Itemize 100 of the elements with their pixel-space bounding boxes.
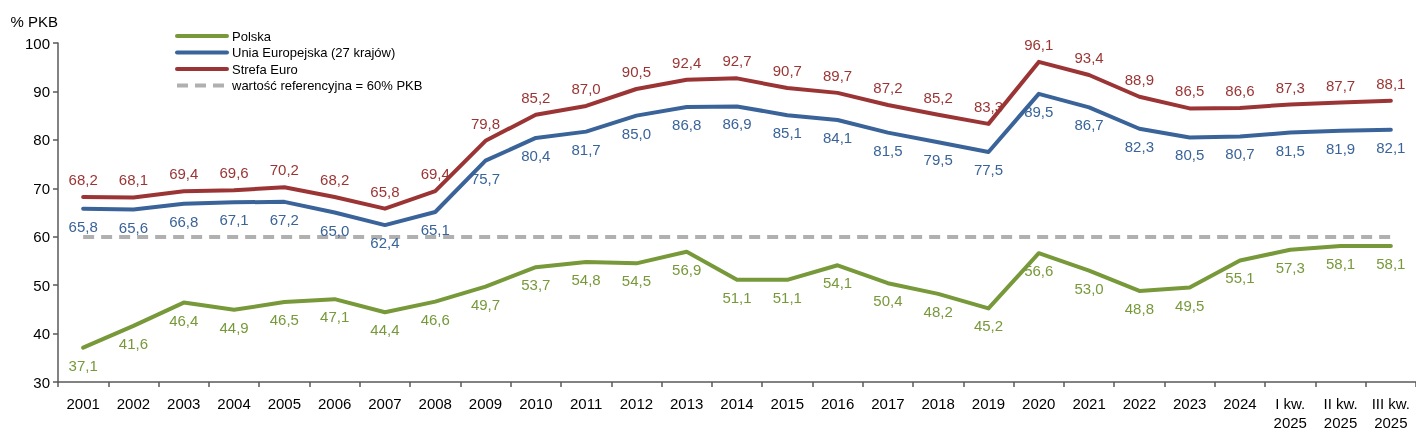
y-tick-label: 100 — [24, 34, 50, 52]
data-label: 93,4 — [1074, 48, 1104, 66]
data-label: 85,2 — [521, 88, 551, 106]
y-tick-label: 50 — [33, 276, 50, 294]
data-label: 67,2 — [269, 210, 299, 228]
x-tick-label: 2023 — [1172, 395, 1207, 412]
x-tick-label: 2018 — [921, 395, 955, 412]
x-tick-label: 2007 — [368, 395, 402, 412]
data-label: 65,1 — [420, 221, 450, 239]
data-label: 90,5 — [621, 63, 652, 81]
data-label: 65,0 — [320, 221, 350, 239]
x-tick-label: 2002 — [116, 395, 151, 412]
data-label: 90,7 — [772, 62, 802, 80]
data-label: 68,2 — [320, 171, 350, 188]
data-label: 67,1 — [219, 211, 249, 229]
x-tick-label: 2004 — [217, 395, 251, 412]
data-label: 82,1 — [1376, 138, 1406, 156]
data-label: 57,3 — [1275, 258, 1305, 276]
y-axis-title: % PKB — [10, 13, 58, 30]
x-tick-label: 2005 — [267, 395, 302, 412]
x-tick-label: 2001 — [66, 395, 100, 412]
data-label: 46,4 — [169, 311, 199, 329]
data-label: 86,9 — [722, 115, 752, 133]
x-tick-label: 2014 — [720, 395, 754, 412]
data-label: 68,2 — [68, 171, 98, 188]
x-tick-label: 2022 — [1122, 395, 1157, 412]
data-label: 54,1 — [822, 274, 853, 292]
data-label: 80,7 — [1225, 145, 1255, 163]
data-label: 69,4 — [169, 165, 199, 183]
y-tick-label: 70 — [33, 179, 50, 197]
data-label: 85,2 — [923, 88, 953, 106]
data-label: 75,7 — [470, 169, 501, 187]
data-label: 70,2 — [269, 161, 299, 179]
data-label: 47,1 — [320, 308, 350, 326]
data-label: 53,0 — [1074, 279, 1104, 297]
x-tick-label: 2021 — [1072, 395, 1106, 412]
data-label: 92,4 — [672, 53, 702, 71]
data-label: 65,6 — [118, 218, 149, 236]
data-label: 66,8 — [169, 212, 199, 230]
data-label: 96,1 — [1024, 35, 1054, 53]
data-label: 85,0 — [621, 124, 652, 142]
x-tick-label: 2013 — [670, 395, 704, 412]
data-label: 79,5 — [923, 151, 953, 169]
y-tick-label: 60 — [33, 228, 50, 246]
x-tick-label: 2020 — [1022, 395, 1056, 412]
y-tick-label: 90 — [33, 82, 50, 100]
data-label: 87,7 — [1325, 76, 1356, 94]
data-label: 81,7 — [571, 140, 601, 158]
data-label: 80,5 — [1175, 146, 1205, 164]
data-label: 45,2 — [973, 317, 1004, 335]
data-label: 69,6 — [219, 164, 249, 182]
data-label: 54,5 — [621, 272, 652, 290]
data-label: 85,1 — [772, 124, 802, 142]
data-label: 49,5 — [1175, 296, 1205, 314]
data-label: 80,4 — [521, 146, 551, 164]
data-label: 82,3 — [1124, 137, 1154, 155]
x-tick-label: 2006 — [317, 395, 352, 412]
y-tick-label: 80 — [33, 131, 50, 149]
data-label: 86,8 — [672, 115, 702, 133]
data-label: 86,7 — [1074, 116, 1104, 134]
data-label: 58,1 — [1325, 254, 1356, 272]
data-label: 46,5 — [269, 311, 299, 329]
data-label: 51,1 — [772, 288, 802, 306]
x-tick-label: 2009 — [468, 395, 503, 412]
data-label: 48,8 — [1124, 299, 1154, 317]
data-label: 37,1 — [68, 356, 98, 374]
y-tick-label: 40 — [33, 325, 50, 343]
x-tick-label: II kw. 2025 — [1323, 395, 1358, 431]
x-tick-label: 2019 — [971, 395, 1006, 412]
data-label: 92,7 — [722, 52, 752, 70]
x-tick-label: 2016 — [820, 395, 855, 412]
data-label: 49,7 — [470, 295, 501, 313]
x-tick-label: 2008 — [418, 395, 452, 412]
data-label: 53,7 — [521, 276, 551, 294]
legend-label: wartość referencyjna = 60% PKB — [231, 78, 423, 93]
data-label: 68,1 — [118, 171, 149, 189]
data-label: 87,2 — [873, 78, 903, 96]
x-tick-label: 2012 — [619, 395, 654, 412]
data-label: 44,9 — [219, 318, 249, 336]
data-label: 87,3 — [1275, 78, 1305, 96]
data-label: 84,1 — [822, 129, 853, 146]
data-label: 56,9 — [672, 260, 702, 278]
x-tick-label: III kw. 2025 — [1371, 395, 1411, 431]
data-label: 48,2 — [923, 302, 953, 320]
legend-label: Unia Europejska (27 krajów) — [232, 45, 396, 60]
legend-label: Strefa Euro — [232, 61, 298, 77]
data-label: 54,8 — [571, 270, 601, 288]
data-label: 46,6 — [420, 310, 450, 328]
data-label: 44,4 — [370, 321, 400, 339]
y-tick-label: 30 — [33, 373, 50, 391]
x-tick-label: I kw. 2025 — [1273, 395, 1307, 431]
data-label: 50,4 — [873, 292, 903, 310]
data-label: 58,1 — [1376, 254, 1406, 272]
x-tick-label: 2015 — [770, 395, 804, 412]
data-label: 87,0 — [571, 79, 601, 97]
data-label: 86,5 — [1175, 82, 1205, 100]
legend-label: Polska — [232, 28, 272, 44]
data-label: 65,8 — [68, 217, 98, 235]
data-label: 81,5 — [873, 141, 903, 159]
data-label: 41,6 — [118, 334, 149, 352]
